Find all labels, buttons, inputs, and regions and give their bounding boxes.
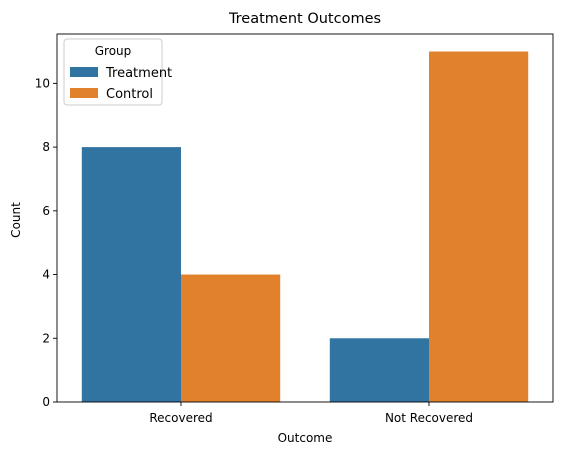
x-axis: Recovered Not Recovered [149, 402, 473, 425]
bar-control-not-recovered [429, 51, 529, 403]
legend-swatch [70, 67, 98, 77]
legend-label: Treatment [105, 66, 172, 81]
bar-treatment-recovered [81, 147, 181, 402]
legend: Group Treatment Control [63, 38, 172, 106]
bars-group [81, 51, 529, 403]
y-axis: 0 2 4 6 8 10 [35, 76, 57, 409]
y-tick-label: 0 [42, 395, 50, 409]
legend-title: Group [95, 44, 132, 58]
y-tick-label: 6 [42, 204, 50, 218]
x-tick-label: Not Recovered [385, 411, 473, 425]
y-tick-label: 8 [42, 140, 50, 154]
plot-frame [56, 33, 554, 403]
x-tick-label: Recovered [149, 411, 212, 425]
y-tick-label: 10 [35, 76, 50, 90]
legend-items: Treatment Control [70, 66, 172, 102]
bar-treatment-not-recovered [329, 338, 429, 402]
plot-area: 0 2 4 6 8 10 Recovered Not Recovered [35, 33, 554, 425]
y-axis-label: Count [9, 202, 23, 238]
legend-label: Control [106, 87, 153, 102]
legend-swatch [70, 88, 98, 98]
y-tick-label: 4 [42, 268, 50, 282]
chart-title: Treatment Outcomes [228, 11, 381, 27]
y-tick-label: 2 [42, 331, 50, 345]
bar-control-recovered [181, 274, 281, 402]
x-axis-label: Outcome [278, 431, 333, 445]
